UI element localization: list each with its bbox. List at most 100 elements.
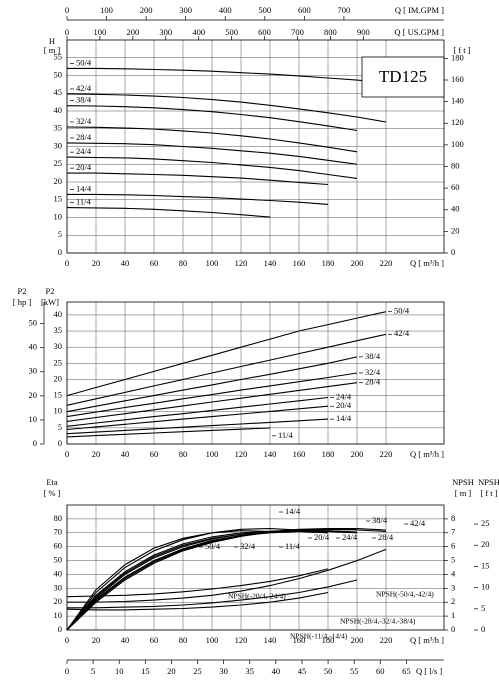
y-axis-label: H — [49, 36, 55, 46]
curve — [66, 591, 329, 611]
curve — [66, 372, 358, 418]
y2-tick-label: 1 — [451, 610, 455, 620]
curve — [66, 418, 329, 435]
x-tick-label: 200 — [351, 258, 364, 268]
y2-tick-label: 5 — [451, 555, 455, 565]
curve-label: 32/4 — [240, 541, 256, 551]
y2-tick-label: 10 — [29, 414, 38, 424]
y-tick-label: 40 — [54, 105, 63, 115]
y-tick-label: 25 — [54, 158, 63, 168]
x-tick-label: 20 — [92, 635, 101, 645]
curve — [66, 207, 271, 218]
curve — [66, 530, 329, 631]
curve — [66, 530, 271, 631]
y-tick-label: 45 — [54, 87, 63, 97]
curve — [67, 579, 358, 609]
bottom-tick-label: 60 — [376, 666, 385, 676]
curve — [66, 105, 358, 132]
curve-label: 11/4 — [278, 430, 294, 440]
top-tick-label: 0 — [65, 27, 69, 37]
curve — [66, 568, 329, 598]
y2-tick-label: 6 — [451, 541, 455, 551]
curve-label: 32/4 — [365, 367, 381, 377]
y2-tick-label: 80 — [451, 160, 460, 170]
x-tick-label: 80 — [179, 449, 188, 459]
curve-label: NPSH(-20/4,-24/4) — [228, 592, 286, 601]
curve-label: 24/4 — [342, 532, 358, 542]
y-tick-label: 30 — [54, 140, 63, 150]
x-tick-label: 0 — [65, 635, 69, 645]
y2-tick-label: 0 — [451, 624, 455, 634]
top-tick-label: 200 — [140, 5, 153, 15]
curve-label: 11/4 — [76, 197, 92, 207]
top-tick-label: 500 — [225, 27, 238, 37]
top-tick-label: 700 — [338, 5, 351, 15]
x-tick-label: 100 — [206, 635, 219, 645]
curve — [66, 142, 358, 165]
top-tick-label: 600 — [298, 5, 311, 15]
x-tick-label: 20 — [92, 258, 101, 268]
y-axis-unit: [kW] — [41, 297, 59, 307]
y2-tick-label: 20 — [29, 390, 38, 400]
curve-label: 50/4 — [76, 57, 92, 67]
x-tick-label: 180 — [322, 449, 335, 459]
y-tick-label: 10 — [54, 610, 63, 620]
curve-label: 42/4 — [394, 328, 410, 338]
title-box — [361, 56, 445, 98]
y2-axis-unit: [ f t ] — [453, 45, 470, 55]
bottom-tick-label: 15 — [141, 666, 150, 676]
y-tick-label: 50 — [54, 69, 63, 79]
x-tick-label: 0 — [65, 449, 69, 459]
y2-tick-label: 0 — [451, 247, 455, 257]
bottom-tick-label: 20 — [167, 666, 176, 676]
curve — [66, 396, 329, 427]
y2-tick-label: 8 — [451, 513, 455, 523]
curve — [66, 156, 358, 179]
y2-tick-label: 180 — [451, 52, 464, 62]
plot-frame — [66, 39, 445, 254]
y-tick-label: 10 — [54, 211, 63, 221]
x-tick-label: 200 — [351, 635, 364, 645]
curve-label: 50/4 — [394, 306, 410, 316]
x-tick-label: 140 — [264, 635, 277, 645]
top-tick-label: 400 — [219, 5, 232, 15]
y2-axis-label: NPSH — [452, 477, 474, 487]
y2-tick-label: 20 — [451, 225, 460, 235]
plot-frame — [66, 301, 445, 445]
y-tick-label: 35 — [54, 325, 63, 335]
curve-label: NPSH(-11/4,-14/4) — [290, 632, 348, 641]
y2-tick-label: 0 — [33, 438, 37, 448]
y2-tick-label: 40 — [29, 342, 38, 352]
y2-tick-label: 7 — [451, 527, 455, 537]
curve — [66, 382, 358, 422]
curve — [66, 93, 387, 123]
curve-label: NPSH(-28/4,-32/4,-38/4) — [340, 617, 416, 626]
y-tick-label: 10 — [54, 406, 63, 416]
y-axis-unit: [ m ] — [44, 45, 61, 55]
curve-label: 20/4 — [314, 532, 330, 542]
y-tick-label: 55 — [54, 52, 63, 62]
x-axis-label: Q [ m³/h ] — [410, 449, 444, 459]
x-tick-label: 60 — [150, 258, 159, 268]
curve-label: 38/4 — [365, 351, 381, 361]
y3-tick-label: 25 — [481, 518, 490, 528]
x-tick-label: 80 — [179, 258, 188, 268]
y3-tick-label: 10 — [481, 582, 490, 592]
y2-axis-label: P2 — [18, 286, 27, 296]
y2-tick-label: 3 — [451, 582, 455, 592]
curve-label: 14/4 — [336, 413, 352, 423]
top-tick-label: 700 — [291, 27, 304, 37]
curve-label: 42/4 — [410, 518, 426, 528]
top-tick-label: 600 — [258, 27, 271, 37]
y2-tick-label: 140 — [451, 96, 464, 106]
x-tick-label: 80 — [179, 635, 188, 645]
top-tick-label: 300 — [159, 27, 172, 37]
y2-tick-label: 100 — [451, 139, 464, 149]
y-tick-label: 20 — [54, 176, 63, 186]
bottom-tick-label: 5 — [91, 666, 95, 676]
bottom-tick-label: 65 — [402, 666, 411, 676]
bottom-tick-label: 25 — [193, 666, 202, 676]
y3-tick-label: 20 — [481, 539, 490, 549]
curve — [66, 333, 387, 406]
curve-label: 32/4 — [76, 116, 92, 126]
